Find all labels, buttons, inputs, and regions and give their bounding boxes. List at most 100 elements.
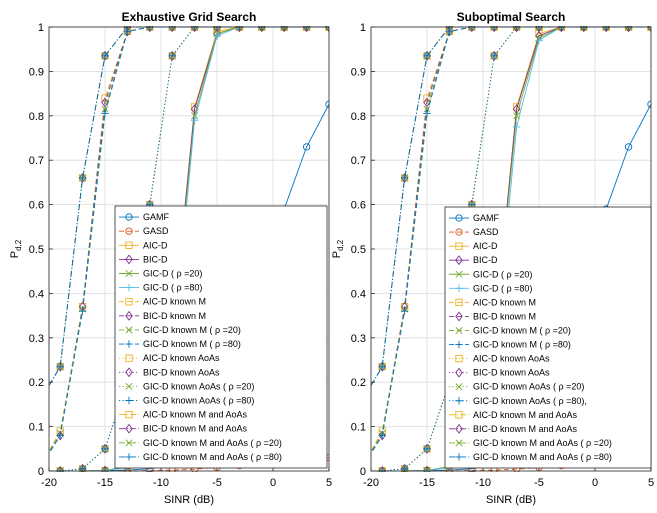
legend-marker-4 xyxy=(455,255,463,266)
y-tick-label: 1 xyxy=(360,22,366,34)
y-axis-label-subscript: d,2 xyxy=(14,239,23,251)
data-point xyxy=(378,361,386,372)
legend-label-11: AIC-D known AoAs xyxy=(473,354,550,364)
legend-label-12: BIC-D known AoAs xyxy=(143,367,220,377)
legend-marker-6 xyxy=(455,284,463,293)
data-point xyxy=(445,26,454,32)
y-tick-label: 0.7 xyxy=(351,155,366,167)
chart-panel-2: -20 -15 -10 -5 0 5 0 0.1 0.2 0.3 0.4 0.5 0.6 0.7 0.8 0.… xyxy=(331,10,654,506)
data-point xyxy=(400,174,409,182)
x-tick-label: -20 xyxy=(41,477,57,489)
data-point xyxy=(400,173,409,183)
x-tick-label: -15 xyxy=(419,477,435,489)
legend-marker-8 xyxy=(455,311,463,322)
data-point xyxy=(101,105,109,113)
data-point xyxy=(490,52,498,60)
data-point xyxy=(213,32,221,40)
x-tick-label: -10 xyxy=(475,477,491,489)
x-tick-label: 5 xyxy=(648,477,654,489)
x-axis-label: SINR (dB) xyxy=(164,494,214,506)
legend-label-5: GIC-D ( ρ =20) xyxy=(473,269,532,279)
legend-label-10: GIC-D known M ( ρ =80) xyxy=(143,339,241,349)
data-point xyxy=(400,463,409,472)
legend-label-3: AIC-D xyxy=(143,240,168,250)
legend-marker-4 xyxy=(125,254,133,265)
legend-marker-5 xyxy=(125,269,133,278)
legend-label-6: GIC-D ( ρ =80) xyxy=(473,283,532,293)
chart-panel-1: -20 -15 -10 -5 0 5 0 0.1 0.2 0.3 0.4 0.5 0.6 0.7 0.8 0.… xyxy=(9,10,332,506)
legend-label-4: BIC-D xyxy=(143,254,168,264)
y-tick-label: 0.9 xyxy=(29,66,44,78)
data-point xyxy=(535,36,543,45)
y-axis-label-main: P xyxy=(9,251,21,258)
x-tick-label: -5 xyxy=(212,477,222,489)
x-tick-label: -15 xyxy=(97,477,113,489)
legend-label-15: AIC-D known M and AoAs xyxy=(143,410,248,420)
y-axis-label: Pd,2 xyxy=(9,239,23,258)
legend-label-16: BIC-D known M and AoAs xyxy=(473,424,578,434)
legend-label-13: GIC-D known AoAs ( ρ =20) xyxy=(143,381,254,391)
data-point xyxy=(56,430,64,441)
data-point xyxy=(56,431,64,440)
legend-label-13: GIC-D known AoAs ( ρ =20) xyxy=(473,382,584,392)
y-tick-label: 0.8 xyxy=(29,111,44,123)
y-tick-label: 0.5 xyxy=(351,244,366,256)
data-point xyxy=(56,362,64,371)
legend-label-15: AIC-D known M and AoAs xyxy=(473,410,578,420)
data-point xyxy=(624,26,633,32)
legend-marker-1 xyxy=(125,213,133,221)
legend-marker-13 xyxy=(455,383,463,391)
legend-marker-15 xyxy=(125,410,133,419)
data-point xyxy=(101,465,109,472)
data-point xyxy=(423,52,431,60)
legend-label-17: GIC-D known M and AoAs ( ρ =20) xyxy=(473,438,612,448)
legend-label-9: GIC-D known M ( ρ =20) xyxy=(473,325,571,335)
data-point xyxy=(190,116,199,124)
legend-marker-18 xyxy=(125,453,133,461)
legend-marker-12 xyxy=(455,367,463,378)
y-axis-label-main: P xyxy=(331,251,343,258)
x-tick-label: -20 xyxy=(363,477,379,489)
legend-label-14: GIC-D known AoAs ( ρ =80) xyxy=(143,396,254,406)
legend-label-5: GIC-D ( ρ =20) xyxy=(143,269,202,279)
legend-marker-11 xyxy=(125,354,133,362)
legend-marker-14 xyxy=(455,397,463,405)
data-point xyxy=(423,50,431,61)
x-tick-label: 5 xyxy=(326,477,332,489)
data-point xyxy=(213,26,221,32)
x-tick-label: -5 xyxy=(534,477,544,489)
legend-label-16: BIC-D known M and AoAs xyxy=(143,424,248,434)
legend-marker-9 xyxy=(455,326,463,334)
legend-marker-16 xyxy=(455,423,463,434)
y-tick-label: 0.8 xyxy=(351,111,366,123)
chart-title: Exhaustive Grid Search xyxy=(122,10,257,24)
legend-marker-1 xyxy=(455,214,463,222)
x-tick-label: 0 xyxy=(270,477,276,489)
y-tick-label: 0.1 xyxy=(29,422,44,434)
data-point xyxy=(580,26,588,32)
y-tick-label: 0.2 xyxy=(351,377,366,389)
legend: GAMF GASD AIC-D BIC-D GIC-D ( ρ =20) GIC-D ( … xyxy=(114,205,328,469)
y-axis-label: Pd,2 xyxy=(331,239,345,258)
data-point xyxy=(78,174,87,182)
legend-marker-12 xyxy=(125,367,133,378)
legend-marker-2 xyxy=(455,228,463,236)
y-tick-label: 1 xyxy=(38,22,44,34)
data-point xyxy=(423,445,431,453)
data-point xyxy=(557,26,566,32)
y-tick-label: 0.5 xyxy=(29,244,44,256)
legend-label-7: AIC-D known M xyxy=(143,297,206,307)
data-point xyxy=(490,50,498,61)
data-point xyxy=(101,109,109,118)
data-point xyxy=(400,307,409,315)
legend-marker-9 xyxy=(125,326,133,334)
legend-label-1: GAMF xyxy=(473,213,500,223)
legend-label-1: GAMF xyxy=(143,212,170,222)
legend-marker-7 xyxy=(455,298,463,307)
legend-marker-5 xyxy=(455,270,463,278)
legend-label-2: GASD xyxy=(143,226,169,236)
legend-label-9: GIC-D known M ( ρ =20) xyxy=(143,325,241,335)
data-point xyxy=(423,465,431,472)
legend-marker-17 xyxy=(125,439,133,447)
